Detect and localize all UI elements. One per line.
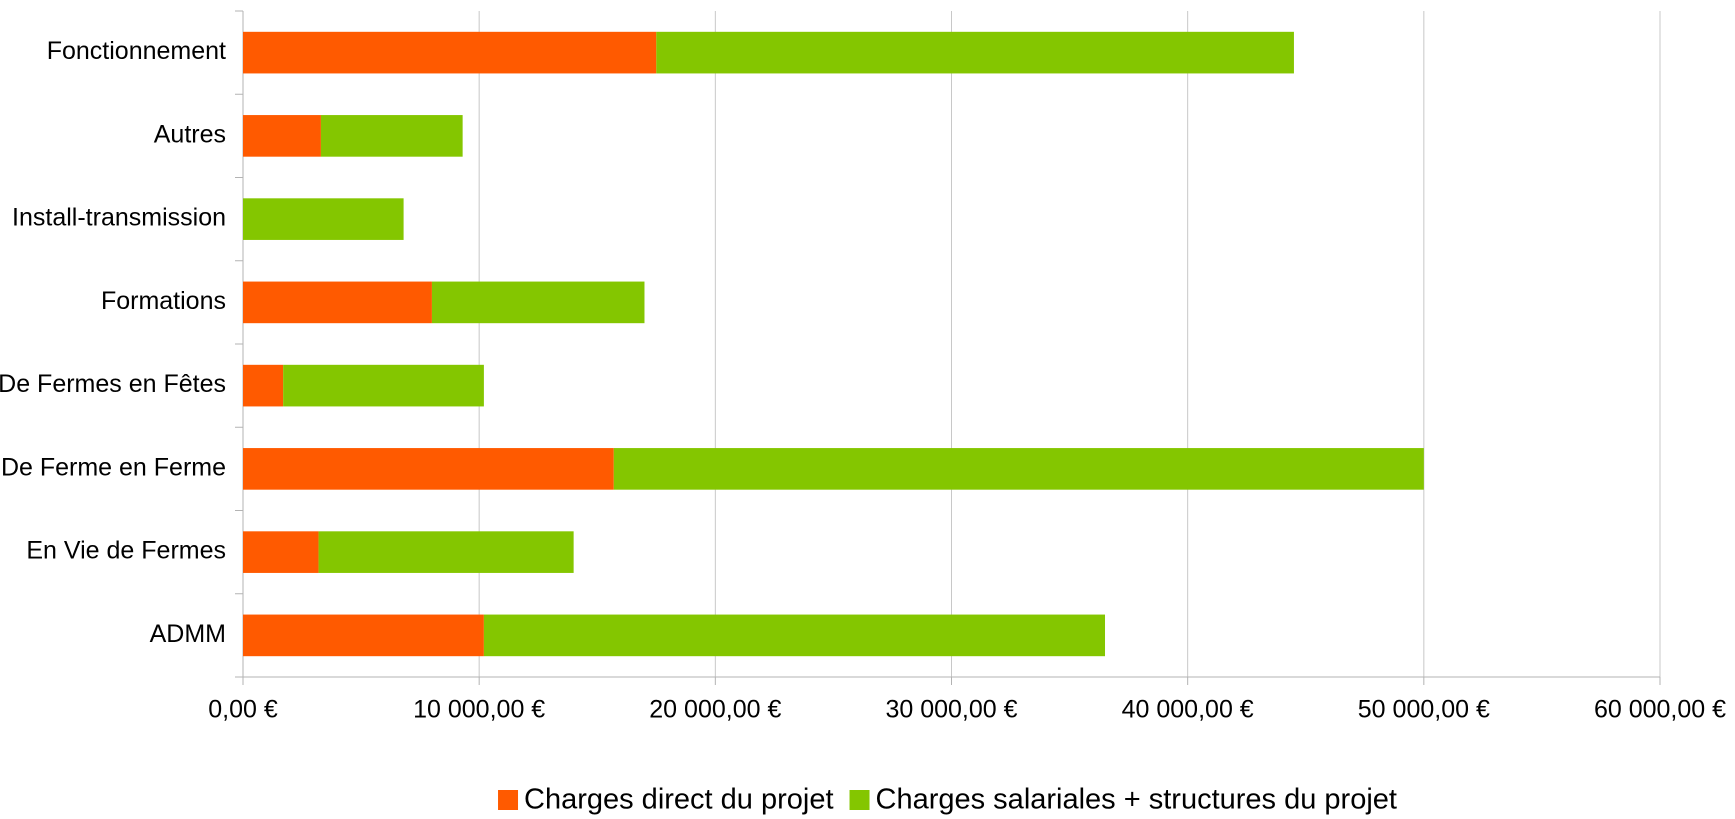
bar-segment [243,531,319,573]
bar-segment [243,614,484,657]
bar-segment [613,448,1424,490]
legend-label: Charges direct du projet [524,784,834,816]
bar-segment [243,198,404,240]
y-tick-label: Install-transmission [12,204,226,232]
x-tick-label: 40 000,00 € [1122,696,1254,724]
x-tick-label: 10 000,00 € [413,696,545,724]
bar-segment [243,31,657,74]
legend-label: Charges salariales + structures du proje… [876,784,1397,816]
x-tick-label: 20 000,00 € [649,696,781,724]
legend-swatch [498,790,519,810]
bar-segment [243,281,432,324]
y-tick-label: De Ferme en Ferme [1,453,226,481]
x-tick-label: 50 000,00 € [1358,696,1490,724]
bar-segment [243,448,614,490]
bar-segment [243,115,321,157]
x-tick-label: 0,00 € [208,696,278,724]
bar-segment [243,364,284,407]
bar-segment [283,364,484,407]
y-tick-label: Fonctionnement [47,37,226,65]
x-tick-label: 60 000,00 € [1594,696,1726,724]
bar-segment [318,531,574,573]
y-tick-label: Formations [101,287,226,315]
bar-segment [656,31,1294,74]
y-tick-label: En Vie de Fermes [26,537,226,565]
y-tick-label: ADMM [150,620,226,648]
y-tick-label: De Fermes en Fêtes [0,370,226,398]
y-tick-label: Autres [154,120,226,148]
legend-swatch [849,790,870,810]
bar-segment [483,614,1106,657]
bar-segment [431,281,645,324]
bar-segment [320,115,463,157]
x-tick-label: 30 000,00 € [885,696,1017,724]
